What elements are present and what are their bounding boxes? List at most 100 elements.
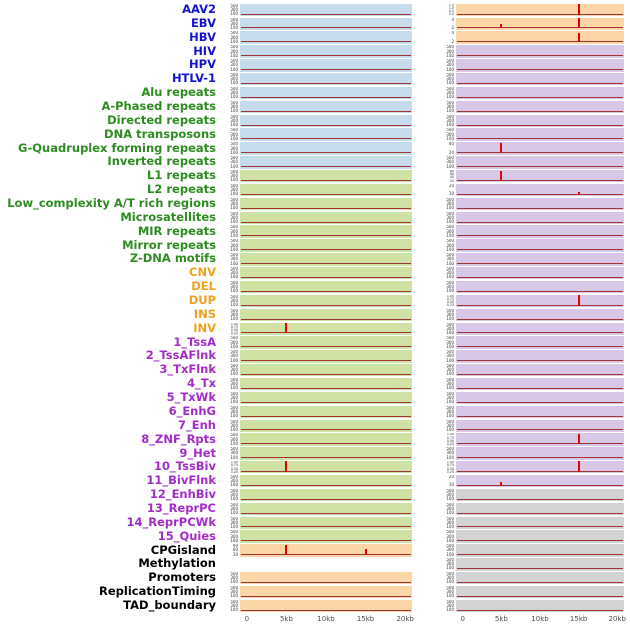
track-panel-left (240, 516, 412, 529)
signal-baseline (241, 235, 411, 237)
y-axis-tick-label: 100 (230, 52, 238, 58)
track-row: 3_TxFlnk 500 300 100 500 300 100 (0, 362, 630, 377)
y-axis-tick-label: 100 (446, 496, 454, 502)
y-axis-tick-label: 500 (446, 488, 454, 493)
track-row: EBV 500 300 100 4 2 (0, 16, 630, 31)
y-axis-tick-label: 100 (446, 454, 454, 460)
y-axis-tick-label: 500 (446, 156, 454, 161)
y-axis-tick-label: 100 (446, 385, 454, 391)
y-axis-ticks: 500 300 100 (438, 503, 456, 515)
track-panel-left (240, 350, 412, 363)
track-row: Z-DNA motifs 500 300 100 500 300 100 (0, 252, 630, 266)
signal-baseline (457, 235, 623, 237)
signal-baseline (457, 360, 623, 362)
signal-baseline (457, 581, 623, 583)
signal-baseline (457, 498, 623, 500)
track-panel-right (456, 31, 624, 44)
y-axis-tick-label: 100 (446, 121, 454, 127)
y-axis-tick-label: 20 (448, 149, 454, 155)
signal-peak (364, 549, 367, 556)
track-label: 11_BivFlnk (146, 473, 216, 488)
signal-baseline (457, 82, 623, 84)
y-axis-tick-label: 500 (446, 86, 454, 91)
y-axis-tick-label: 300 (446, 256, 454, 262)
signal-baseline (241, 332, 411, 334)
y-axis-tick-label: 500 (230, 267, 238, 272)
y-axis-tick-label: 300 (446, 339, 454, 345)
track-panel-right (456, 59, 624, 72)
y-axis-tick-label: 4 (451, 17, 454, 22)
y-axis-tick-label: 300 (230, 6, 238, 12)
y-axis-ticks: 500 300 100 (222, 4, 240, 16)
track-panel-left (240, 197, 412, 211)
track-label: Directed repeats (107, 112, 216, 127)
y-axis-ticks: 500 300 100 (222, 128, 240, 140)
y-axis-tick-label: 0.75 (446, 463, 454, 468)
track-label: INS (193, 306, 216, 321)
y-axis-ticks: 20 10 (438, 475, 456, 487)
y-axis-ticks: 500 300 100 (222, 45, 240, 57)
y-axis-tick-label: 4 (451, 31, 454, 36)
track-panel-right (456, 114, 624, 127)
track-label: 5_TxWk (166, 390, 216, 405)
track-label: AAV2 (182, 2, 216, 16)
y-axis-ticks: 500 300 100 (438, 447, 456, 459)
y-axis-tick-label: 300 (230, 173, 238, 179)
track-label: 15_Quies (157, 528, 216, 543)
signal-baseline (457, 290, 623, 292)
y-axis-tick-label: 300 (446, 90, 454, 96)
y-axis-tick-label: 100 (230, 440, 238, 446)
y-axis-tick-label: 100 (230, 246, 238, 252)
y-axis-tick-label: 500 (446, 114, 454, 119)
y-axis-tick-label: 500 (230, 350, 238, 355)
track-row: DEL 500 300 100 500 300 100 (0, 279, 630, 294)
track-panel-left (240, 45, 412, 58)
track-label: Promoters (148, 570, 216, 585)
track-panel-right (456, 170, 624, 183)
y-axis-ticks: 500 300 100 (222, 530, 240, 542)
signal-baseline (241, 41, 411, 43)
signal-baseline (457, 41, 623, 43)
y-axis-tick-label: 300 (230, 450, 238, 456)
track-row: 12_EnhBiv 500 300 100 500 300 100 (0, 487, 630, 502)
y-axis-tick-label: 100 (446, 246, 454, 252)
track-row: L1 repeats 500 300 100 80 60 40 20 (0, 168, 630, 183)
y-axis-tick-label: 500 (230, 73, 238, 78)
track-label: G-Quadruplex forming repeats (18, 140, 216, 155)
y-axis-tick-label: 100 (230, 274, 238, 280)
y-axis-tick-label: 300 (230, 602, 238, 608)
track-panel-left (240, 211, 412, 225)
y-axis-tick-label: 500 (446, 45, 454, 50)
y-axis-tick-label: 300 (230, 159, 238, 165)
track-label: 10_TssBiv (154, 459, 216, 474)
signal-peak (577, 4, 580, 15)
y-axis-tick-label: 100 (230, 523, 238, 529)
signal-baseline (241, 193, 411, 195)
y-axis-ticks: 500 300 100 (222, 267, 240, 279)
y-axis-ticks: 500 300 100 (438, 281, 456, 293)
y-axis-tick-label: 0.25 (446, 441, 454, 446)
track-rows: AAV2 500 300 100 1.5 1.0 0.5 0.0 EBV 500 300 100 4 2 H… (0, 2, 630, 613)
x-axis-tick-label: 20kb (396, 614, 414, 623)
signal-baseline (457, 193, 623, 195)
signal-baseline (241, 276, 411, 278)
y-axis-tick-label: 100 (230, 593, 238, 599)
track-panel-right (456, 474, 624, 488)
y-axis-tick-label: 500 (446, 197, 454, 202)
x-axis-tick-label: 5kb (494, 614, 508, 623)
y-axis-tick-label: 300 (446, 519, 454, 525)
y-axis-tick-label: 1.00 (446, 433, 454, 437)
track-label: INV (193, 320, 216, 335)
y-axis-ticks: 500 300 100 (438, 392, 456, 404)
y-axis-tick-label: 100 (230, 316, 238, 322)
y-axis-ticks: 500 300 100 (222, 184, 240, 196)
track-row: 11_BivFlnk 500 300 100 20 10 (0, 473, 630, 488)
y-axis-tick-label: 500 (230, 502, 238, 507)
y-axis-tick-label: 100 (230, 371, 238, 377)
y-axis-tick-label: 40 (449, 175, 454, 180)
y-axis-tick-label: 500 (230, 225, 238, 230)
x-axis-right: 0 5kb 10kb 15kb 20kb (456, 613, 625, 629)
y-axis-ticks: 1.5 1.0 0.5 0.0 (438, 4, 456, 16)
y-axis-ticks: 500 300 100 (438, 323, 456, 335)
